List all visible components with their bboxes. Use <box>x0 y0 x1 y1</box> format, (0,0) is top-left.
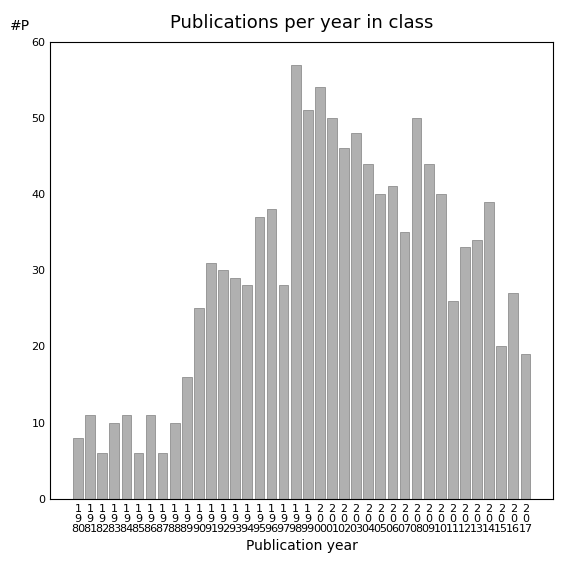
Bar <box>436 194 446 499</box>
Bar <box>484 202 494 499</box>
Bar <box>182 377 192 499</box>
Bar <box>315 87 325 499</box>
Bar <box>327 118 337 499</box>
Bar <box>424 164 434 499</box>
Bar <box>509 293 518 499</box>
Bar <box>255 217 264 499</box>
Bar <box>218 270 228 499</box>
Bar <box>243 285 252 499</box>
Bar <box>472 240 482 499</box>
Bar <box>291 65 301 499</box>
Bar <box>496 346 506 499</box>
Bar <box>121 415 131 499</box>
Y-axis label: #P: #P <box>10 19 30 33</box>
Bar <box>339 149 349 499</box>
Bar <box>352 133 361 499</box>
X-axis label: Publication year: Publication year <box>246 539 358 553</box>
Bar <box>230 278 240 499</box>
Bar <box>146 415 155 499</box>
Bar <box>460 247 470 499</box>
Bar <box>388 187 397 499</box>
Bar <box>400 232 409 499</box>
Bar <box>73 438 83 499</box>
Bar <box>448 301 458 499</box>
Bar <box>266 209 276 499</box>
Bar <box>375 194 385 499</box>
Title: Publications per year in class: Publications per year in class <box>170 14 433 32</box>
Bar <box>109 422 119 499</box>
Bar <box>98 453 107 499</box>
Bar <box>85 415 95 499</box>
Bar <box>206 263 216 499</box>
Bar <box>134 453 143 499</box>
Bar <box>521 354 530 499</box>
Bar <box>279 285 289 499</box>
Bar <box>303 111 312 499</box>
Bar <box>170 422 180 499</box>
Bar <box>412 118 421 499</box>
Bar <box>158 453 167 499</box>
Bar <box>363 164 373 499</box>
Bar <box>194 308 204 499</box>
